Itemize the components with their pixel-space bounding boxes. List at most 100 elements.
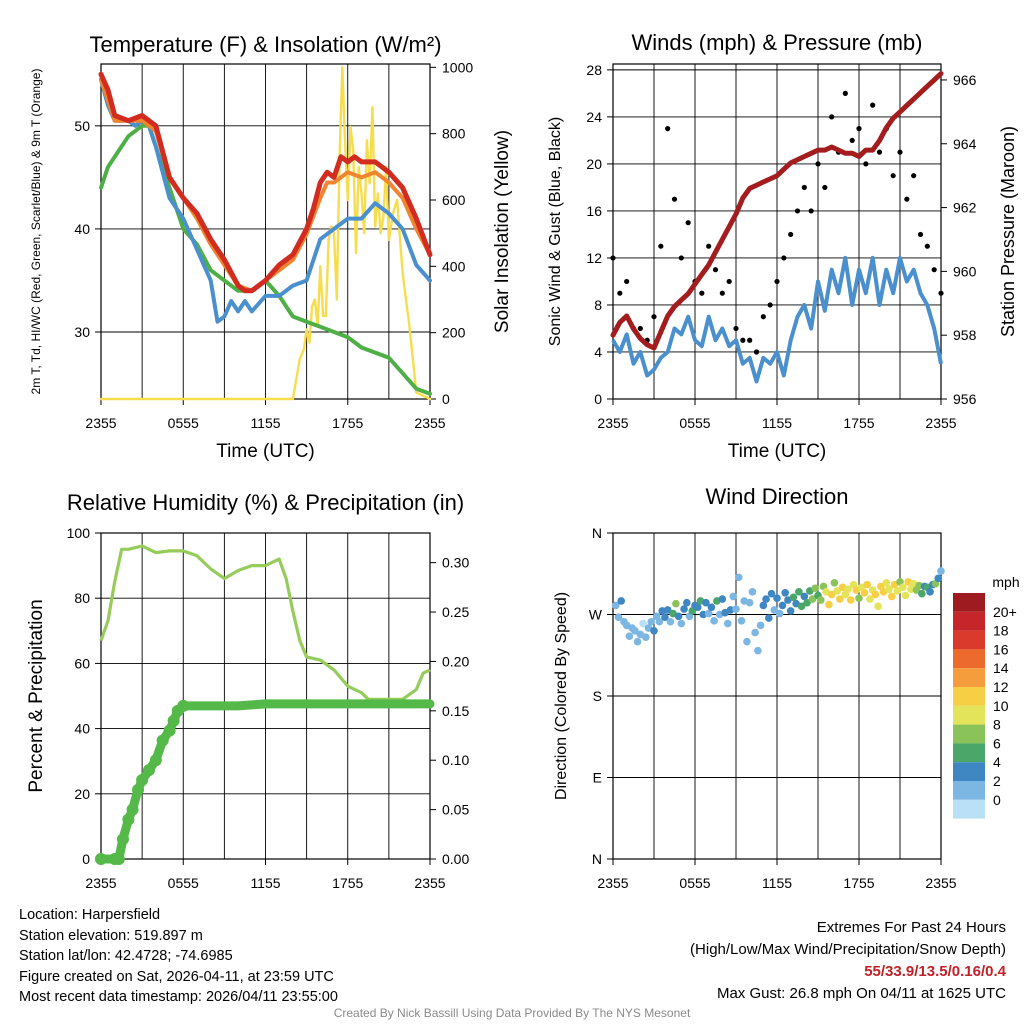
x-tick-label: 0555 [168, 415, 199, 431]
x-tick-label: 2355 [85, 415, 116, 431]
extremes-title: Extremes For Past 24 Hours [816, 919, 1006, 936]
x-tick-label: 1155 [762, 415, 792, 431]
legend-swatch [953, 705, 985, 725]
y-right-tick-label: 0.15 [442, 703, 469, 719]
gust-point [624, 278, 630, 285]
gust-point [617, 290, 623, 296]
gust-point [829, 114, 835, 120]
gust-point [665, 126, 671, 132]
gust-point [712, 267, 719, 273]
y-left-axis-label: Direction (Colored By Speed) [553, 592, 570, 800]
direction-point [836, 595, 844, 603]
y-right-tick-label: 600 [442, 192, 466, 208]
direction-point [666, 617, 675, 626]
direction-point [825, 600, 833, 609]
legend-label: 12 [993, 679, 1009, 695]
chart-title: Temperature (F) & Insolation (W/m²) [89, 32, 441, 57]
gust-point [760, 314, 766, 320]
precip-point [136, 773, 149, 786]
direction-point [674, 612, 683, 621]
direction-point [702, 598, 710, 607]
gust-point [904, 196, 910, 202]
legend-label: 20+ [993, 604, 1017, 620]
y-left-tick-label: 30 [74, 324, 90, 340]
gust-point [740, 337, 746, 343]
direction-point [756, 621, 765, 630]
direction-point [797, 602, 806, 611]
direction-point [732, 605, 740, 613]
y-right-tick-label: 0.05 [442, 802, 469, 818]
direction-point [650, 627, 658, 635]
precip-point [167, 714, 180, 727]
plot-frame [612, 63, 942, 400]
gust-point [658, 243, 664, 249]
gust-point [911, 173, 917, 179]
x-tick-label: 1755 [332, 415, 363, 431]
precip-point [177, 699, 190, 712]
legend-swatch [953, 687, 985, 706]
y-left-tick-label: 60 [74, 655, 90, 671]
y-right-axis-label: Station Pressure (Maroon) [998, 126, 1018, 337]
y-left-tick-label: 16 [586, 203, 602, 219]
direction-point [693, 603, 702, 612]
direction-point [898, 583, 907, 592]
x-tick-label: 2355 [925, 415, 956, 431]
y-left-tick-label: 80 [74, 590, 90, 606]
precip-point [112, 853, 125, 865]
direction-point [617, 597, 625, 605]
y-left-axis-label: Sonic Wind & Gust (Blue, Black) [547, 117, 564, 346]
gust-point [801, 184, 807, 191]
y-left-tick-label: 8 [594, 297, 602, 313]
legend-label: 18 [993, 623, 1009, 639]
direction-point [885, 585, 893, 593]
heat-index-line [99, 77, 432, 324]
gust-point [938, 290, 944, 296]
gust-point [815, 161, 821, 167]
direction-point [661, 613, 669, 622]
legend-label: 4 [993, 754, 1001, 770]
x-tick-label: 0555 [679, 875, 710, 891]
gust-point [876, 149, 883, 155]
y-right-tick-label: 0.30 [442, 555, 469, 571]
x-tick-label: 2355 [85, 875, 116, 891]
direction-point [655, 617, 664, 626]
plot-frame [612, 532, 942, 860]
gust-point [849, 137, 855, 144]
direction-point [781, 588, 789, 597]
direction-point [808, 595, 817, 603]
y-left-axis-label: 2m T, Td, HI/WC (Red, Green, Scarlet/Blu… [29, 69, 43, 395]
x-axis-label: Time (UTC) [216, 441, 315, 462]
x-tick-label: 2355 [597, 415, 628, 431]
gust-point [685, 220, 691, 226]
direction-point [860, 588, 869, 597]
direction-point [734, 573, 743, 582]
y-right-tick-label: 0.10 [442, 752, 469, 768]
precip-point [126, 803, 139, 816]
created-text: Figure created on Sat, 2026-04-11, at 23… [19, 968, 334, 985]
y-right-tick-label: 0.25 [442, 604, 469, 620]
y-right-tick-label: 800 [442, 126, 466, 142]
speed-legend: mph 20+ 18 16 14 12 10 8 6 4 2 0 [953, 574, 1020, 819]
legend-swatch [953, 593, 985, 612]
gust-point [856, 126, 862, 132]
direction-point [633, 637, 642, 646]
winds-panel: Winds (mph) & Pressure (mb) 2355 0555 1155 1… [547, 30, 1018, 462]
legend-label: 10 [993, 698, 1009, 714]
direction-point [767, 589, 776, 598]
direction-point [611, 601, 620, 610]
y-left-axis-label: Percent & Precipitation [26, 599, 47, 792]
extremes-subtitle: (High/Low/Max Wind/Precipitation/Snow De… [690, 941, 1006, 958]
gust-point [699, 290, 705, 296]
precip-point [116, 833, 129, 846]
direction-point [680, 605, 688, 613]
x-tick-label: 2355 [925, 875, 956, 891]
max-gust-text: Max Gust: 26.8 mph On 04/11 at 1625 UTC [716, 985, 1006, 1002]
y-right-tick-label: 956 [953, 391, 977, 407]
y-right-tick-label: 400 [442, 258, 466, 274]
y-right-tick-label: 0 [442, 391, 450, 407]
direction-point [647, 617, 656, 626]
x-tick-label: 1155 [762, 875, 792, 891]
direction-point [855, 594, 863, 602]
direction-point [754, 646, 762, 655]
